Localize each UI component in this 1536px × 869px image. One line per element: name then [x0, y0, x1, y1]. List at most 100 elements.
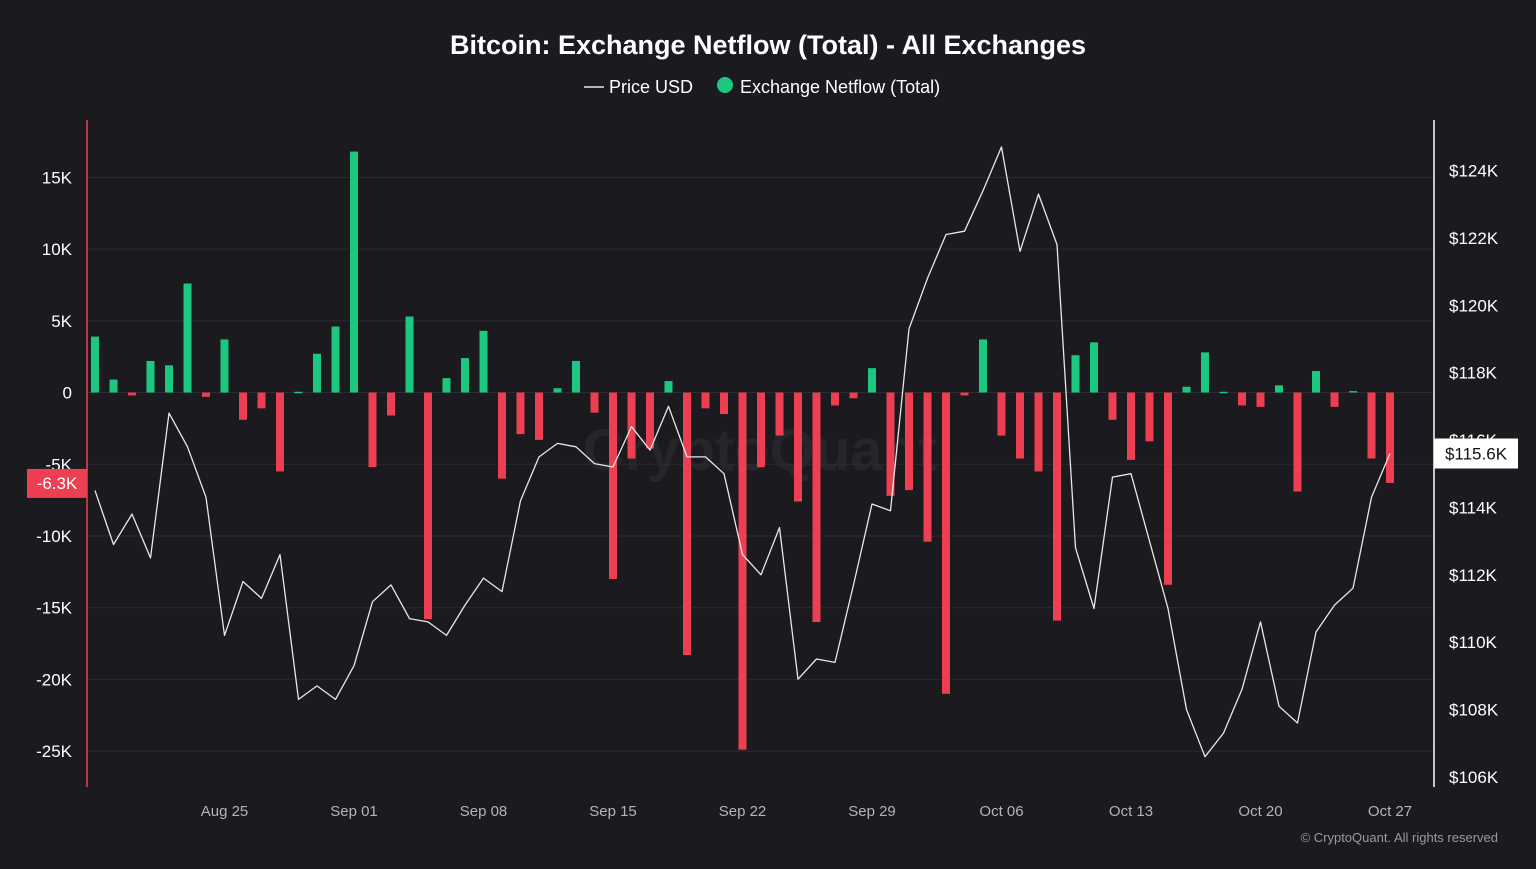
netflow-bar [239, 392, 247, 420]
netflow-bar [128, 392, 136, 396]
netflow-bar [1238, 392, 1246, 406]
netflow-bar [109, 379, 118, 393]
left-axis-tick-label: 10K [42, 240, 73, 259]
netflow-bar [609, 392, 617, 580]
netflow-bar [997, 392, 1006, 436]
netflow-bar [646, 392, 654, 449]
netflow-bar [498, 392, 506, 479]
x-axis-tick-label: Oct 27 [1368, 803, 1412, 820]
netflow-bar [1275, 385, 1283, 393]
netflow-bar [387, 392, 395, 416]
x-axis-tick-label: Sep 15 [589, 803, 637, 820]
price-line [94, 146, 1391, 758]
netflow-bar [775, 392, 784, 436]
left-current-value-label: -6.3K [37, 474, 78, 493]
netflow-bar [905, 392, 913, 491]
netflow-bar [1016, 392, 1024, 459]
netflow-bar [257, 392, 266, 409]
netflow-bar [1034, 392, 1043, 472]
netflow-bar [1182, 386, 1191, 393]
netflow-bar [405, 316, 414, 393]
x-axis-tick-label: Sep 29 [848, 803, 896, 820]
netflow-bar [294, 391, 303, 394]
x-axis-tick-label: Oct 06 [979, 803, 1023, 820]
netflow-bar [202, 392, 210, 397]
netflow-bar [220, 339, 229, 393]
netflow-bar [923, 392, 932, 542]
netflow-bar [701, 392, 710, 409]
right-axis-tick-label: $114K [1449, 498, 1498, 517]
netflow-bar [960, 392, 969, 396]
netflow-bar [368, 392, 377, 468]
netflow-bar [1071, 355, 1080, 393]
right-axis-tick-label: $124K [1449, 162, 1499, 181]
left-axis-tick-label: 0 [63, 384, 72, 403]
netflow-bar [276, 392, 284, 472]
x-axis-tick-label: Sep 08 [460, 803, 508, 820]
netflow-bar [313, 353, 321, 393]
legend-price-label: Price USD [609, 77, 693, 97]
right-current-value-label: $115.6K [1445, 445, 1508, 464]
left-axis-tick-label: -25K [36, 742, 73, 761]
netflow-bar [849, 392, 858, 399]
right-axis-tick-label: $120K [1449, 296, 1499, 315]
netflow-bar [461, 358, 469, 393]
netflow-bar [1127, 392, 1135, 460]
netflow-bar [442, 378, 451, 393]
netflow-bar [794, 392, 802, 502]
netflow-bar [664, 381, 673, 393]
right-axis-tick-label: $110K [1449, 633, 1498, 652]
netflow-bar [942, 392, 950, 694]
netflow-bar [590, 392, 599, 413]
netflow-bar [627, 392, 636, 459]
right-current-value-badge [1434, 438, 1518, 469]
netflow-bar [165, 365, 173, 393]
price-line-layer [94, 146, 1391, 758]
left-axis-tick-label: -15K [36, 599, 73, 618]
left-axis-tick-label: 15K [42, 168, 73, 187]
netflow-bar [516, 392, 525, 435]
netflow-bar [1090, 342, 1098, 393]
netflow-bar [350, 151, 358, 393]
x-axis-tick-label: Oct 20 [1238, 803, 1282, 820]
left-axis-tick-label: -10K [36, 527, 73, 546]
netflow-bars [91, 151, 1394, 750]
netflow-bar [1349, 391, 1357, 393]
netflow-bar [183, 283, 192, 393]
netflow-bar [1256, 392, 1265, 407]
legend-netflow-label: Exchange Netflow (Total) [740, 77, 940, 97]
netflow-bar [479, 330, 488, 393]
left-axis-tick-label: 5K [51, 312, 72, 331]
netflow-bar [1108, 392, 1117, 420]
netflow-bar [1293, 392, 1302, 492]
axes: 15K10K5K0-5K-10K-15K-20K-25K$106K$108K$1… [27, 120, 1518, 820]
left-axis-tick-label: -20K [36, 670, 73, 689]
netflow-bar [1053, 392, 1061, 621]
netflow-bar [683, 392, 691, 656]
netflow-bar [831, 392, 839, 406]
netflow-bar [553, 388, 562, 393]
netflow-bar [979, 339, 987, 393]
netflow-bar [1164, 392, 1172, 585]
netflow-bar [1330, 392, 1339, 407]
x-axis-tick-label: Sep 22 [719, 803, 767, 820]
x-axis-tick-label: Aug 25 [201, 803, 249, 820]
netflow-bar [868, 368, 876, 393]
netflow-bar [1219, 391, 1228, 394]
netflow-bar [331, 326, 340, 393]
netflow-bar [572, 360, 580, 393]
netflow-bar [757, 392, 765, 468]
right-axis-tick-label: $118K [1449, 364, 1498, 383]
netflow-bar [1367, 392, 1376, 459]
netflow-bar [91, 336, 99, 393]
netflow-bar [1145, 392, 1154, 442]
right-axis-tick-label: $112K [1449, 566, 1498, 585]
copyright-credit: © CryptoQuant. All rights reserved [1301, 830, 1498, 845]
left-current-value-badge [27, 468, 87, 498]
netflow-bar [1312, 371, 1320, 393]
netflow-bar [1201, 352, 1209, 393]
netflow-bar [424, 392, 432, 620]
right-axis-tick-label: $106K [1449, 768, 1499, 787]
netflow-bar [146, 360, 155, 393]
